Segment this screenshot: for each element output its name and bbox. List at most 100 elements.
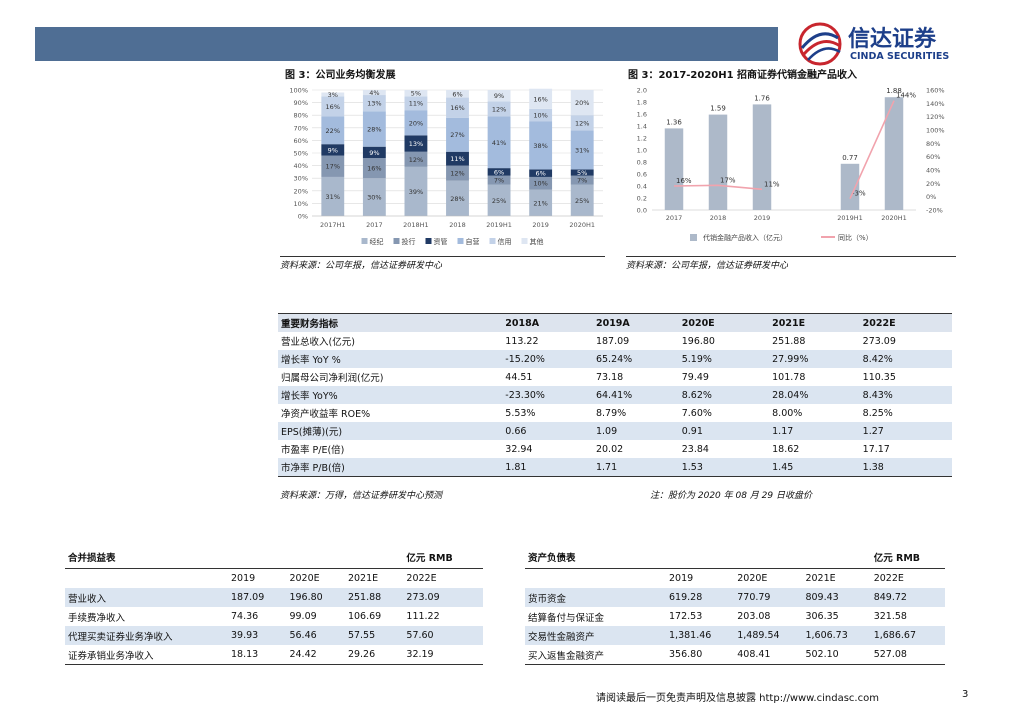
legend-swatch (690, 234, 697, 241)
y2-tick-label: -20% (926, 207, 943, 215)
table-cell: 110.35 (862, 371, 896, 383)
table-cell: 增长率 YoY % (278, 350, 503, 368)
data-label: 17% (326, 163, 340, 171)
legend-label: 资管 (434, 237, 448, 246)
legend-label: 代销金融产品收入（亿元） (703, 233, 787, 242)
bar (884, 97, 904, 210)
data-label: 0.77 (842, 154, 858, 162)
bar-segment (362, 95, 386, 112)
bar-segment (404, 166, 428, 216)
data-label: 20% (409, 119, 423, 127)
legend-label: 其他 (530, 237, 544, 246)
table-row: 交易性金融资产 1,381.46 1,489.54 1,606.73 1,686.67 (525, 626, 945, 645)
table-cell: 证券承销业务净收入 (68, 650, 154, 662)
data-label: 41% (492, 139, 506, 147)
data-label: -3% (852, 190, 866, 198)
data-label: 9% (328, 146, 338, 154)
table-row: EPS(摊薄)(元) 0.66 1.09 0.91 1.17 1.27 (278, 422, 952, 440)
table-cell: 113.22 (505, 335, 539, 347)
table-cell: 172.53 (669, 611, 703, 622)
table-source: 资料来源：万得，信达证券研发中心预测 (280, 491, 443, 501)
logo-swoosh (800, 32, 839, 49)
y-tick-label: 20% (294, 187, 308, 195)
table-cell: 营业收入 (65, 588, 228, 607)
table-cell: 增长率 YoY% (278, 386, 503, 404)
data-label: 7% (577, 177, 587, 185)
y-tick-label: 30% (294, 175, 308, 183)
table-cell: 1.38 (859, 458, 952, 477)
data-label: 28% (367, 126, 381, 134)
y-tick-label: 1.2 (637, 135, 647, 143)
bar (708, 114, 728, 210)
logo-swoosh (802, 40, 841, 56)
table-cell: 251.88 (344, 588, 404, 607)
legend-swatch (457, 238, 464, 244)
bar-segment (321, 155, 345, 177)
x-tick-label: 2017 (666, 214, 683, 222)
table-cell (65, 569, 228, 589)
table-cell: 18.62 (772, 443, 800, 455)
bar-segment (446, 90, 469, 98)
y-tick-label: 90% (294, 99, 308, 107)
bar (752, 104, 772, 210)
legend-label: 经纪 (370, 237, 384, 246)
y2-tick-label: 20% (926, 180, 940, 188)
table-cell: 重要财务指标 (278, 313, 503, 332)
bar-segment (321, 96, 345, 117)
table-cell: 27.99% (769, 350, 860, 368)
table-cell: 合并损益表 (65, 546, 404, 569)
table-cell: 1.27 (859, 422, 952, 440)
table-cell: 亿元 RMB (870, 546, 945, 569)
table-row: 市盈率 P/E(倍) 32.94 20.02 23.84 18.62 17.17 (278, 440, 952, 458)
table-row: 结算备付与保证金 172.53 203.08 306.35 321.58 (525, 607, 945, 626)
table-cell: 23.84 (681, 443, 709, 455)
figure-title: 图 3：2017-2020H1 招商证券代销金融产品收入 (628, 70, 858, 81)
data-label: 1.36 (666, 118, 682, 126)
table-cell: 408.41 (737, 649, 771, 660)
data-label: 13% (367, 100, 381, 108)
y-tick-label: 0.0 (637, 207, 647, 215)
y2-tick-label: 40% (926, 167, 940, 175)
table-row: 货币资金 619.28 770.79 809.43 849.72 (525, 588, 945, 607)
data-label: 12% (450, 170, 464, 178)
chart: 0% 10% 20% 30% 40% 50% 60% 70% 80% 90% 100% 31% 30% 3… (289, 87, 603, 246)
bar-segment (529, 121, 553, 170)
page-number: 3 (962, 689, 969, 700)
data-label: 9% (494, 92, 504, 100)
table-cell: 5.53% (505, 407, 536, 419)
table-cell: 结算备付与保证金 (528, 612, 605, 624)
table-cell: 32.19 (406, 649, 434, 660)
data-label: 12% (575, 119, 589, 127)
table-cell: -15.20% (502, 350, 593, 368)
bar-segment (529, 189, 553, 216)
y2-tick-label: 120% (926, 113, 945, 121)
figure-source: 资料来源：公司年报，信达证券研发中心 (626, 256, 956, 271)
data-label: 11% (764, 180, 780, 188)
legend-swatch (361, 238, 368, 244)
data-label: 16% (367, 165, 381, 173)
table-cell: 849.72 (870, 588, 945, 607)
y-tick-label: 50% (294, 150, 308, 158)
table-cell: 1.17 (769, 422, 860, 440)
y2-tick-label: 100% (926, 127, 945, 135)
table-cell: 1.45 (769, 458, 860, 477)
x-tick-label: 2020H1 (569, 221, 595, 229)
financial-table: 重要财务指标 2018A 2019A 2020E 2021E 2022E 营业总收入(亿元)… (278, 313, 952, 477)
table-row: 增长率 YoY% -23.30% 64.41% 8.62% 28.04% 8.43% (278, 386, 952, 404)
bar-segment (487, 175, 511, 185)
table-cell: 44.51 (505, 371, 533, 383)
table-cell: 64.41% (592, 386, 679, 404)
data-label: 20% (575, 99, 589, 107)
bar-segment (446, 117, 469, 152)
figure-title: 图 3：公司业务均衡发展 (285, 70, 396, 81)
table-cell: 1.71 (592, 458, 679, 477)
table-cell: 8.43% (859, 386, 952, 404)
bar-segment (529, 108, 553, 122)
table-cell: 市盈率 P/E(倍) (281, 445, 345, 456)
table-cell: 2020E (289, 573, 320, 584)
legend-swatch (521, 238, 528, 244)
table-cell: 74.36 (231, 611, 259, 622)
y-tick-label: 0.2 (637, 195, 647, 203)
table-cell: 39.93 (228, 626, 287, 645)
table-cell: 99.09 (289, 611, 317, 622)
